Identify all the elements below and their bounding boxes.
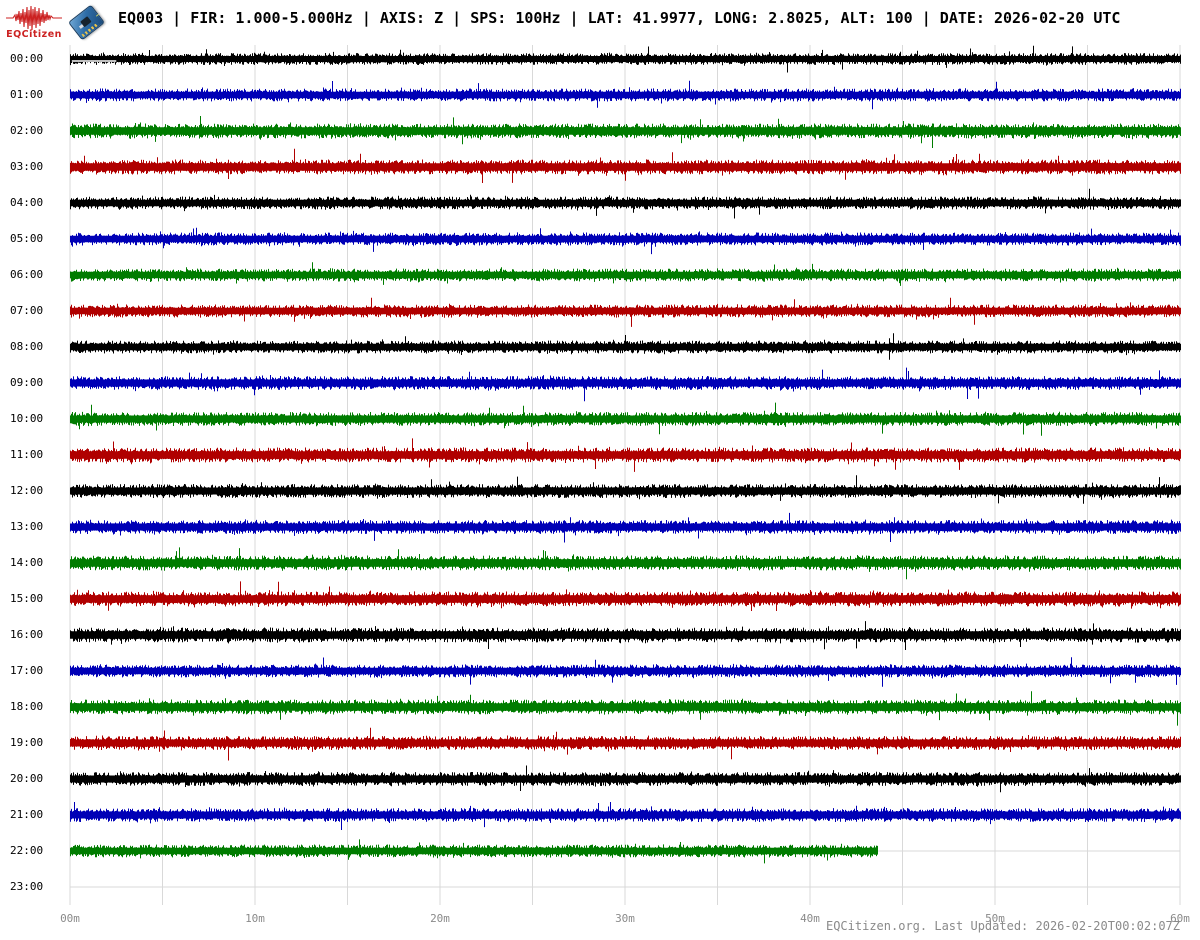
- station-title: EQ003 | FIR: 1.000-5.000Hz | AXIS: Z | S…: [118, 9, 1121, 27]
- seismo-trace-1300: [70, 512, 1181, 543]
- seismo-trace-1700: [70, 657, 1181, 687]
- hour-label-0700: 07:00: [10, 304, 44, 317]
- hour-label-0300: 03:00: [10, 160, 44, 173]
- seismo-trace-1200: [70, 475, 1181, 504]
- seismo-trace-2100: [70, 802, 1181, 830]
- footer-last-updated: EQCitizen.org. Last Updated: 2026-02-20T…: [825, 919, 1180, 933]
- hour-label-1800: 18:00: [10, 700, 44, 713]
- hour-label-1000: 10:00: [10, 412, 44, 425]
- seismo-trace-2000: [70, 765, 1181, 793]
- hour-label-2000: 20:00: [10, 772, 44, 785]
- hour-label-1500: 15:00: [10, 592, 44, 605]
- seismo-trace-1900: [70, 727, 1181, 761]
- seismo-trace-0600: [70, 262, 1181, 286]
- seismo-trace-1800: [70, 691, 1181, 726]
- seismo-trace-1000: [70, 402, 1181, 436]
- hour-label-2100: 21:00: [10, 808, 44, 821]
- seismo-trace-0900: [70, 367, 1181, 402]
- logo-wordmark: EQCitizen: [6, 29, 62, 40]
- hour-label-0000: 00:00: [10, 52, 44, 65]
- hour-label-1100: 11:00: [10, 448, 44, 461]
- hour-label-0600: 06:00: [10, 268, 44, 281]
- hour-label-0900: 09:00: [10, 376, 44, 389]
- x-tick-label-60m: 60m: [1170, 912, 1190, 925]
- hour-label-1300: 13:00: [10, 520, 44, 533]
- hour-label-1600: 16:00: [10, 628, 44, 641]
- hour-label-0500: 05:00: [10, 232, 44, 245]
- hour-label-2200: 22:00: [10, 844, 44, 857]
- hour-label-0800: 08:00: [10, 340, 44, 353]
- eqcitizen-logo-icon: EQCitizen: [4, 5, 64, 43]
- seismo-trace-1500: [70, 581, 1181, 611]
- hour-label-0100: 01:00: [10, 88, 44, 101]
- hour-label-1400: 14:00: [10, 556, 44, 569]
- x-tick-label-50m: 50m: [985, 912, 1005, 925]
- seismo-trace-1100: [70, 438, 1181, 472]
- seismo-trace-0500: [70, 227, 1181, 255]
- x-tick-label-00m: 00m: [60, 912, 80, 925]
- seismo-trace-0000: [70, 45, 1181, 73]
- hour-label-1700: 17:00: [10, 664, 44, 677]
- seismo-trace-2200: [70, 839, 878, 864]
- seismo-trace-0200: [70, 116, 1181, 148]
- hour-label-1900: 19:00: [10, 736, 44, 749]
- x-tick-label-40m: 40m: [800, 912, 820, 925]
- hour-label-2300: 23:00: [10, 880, 44, 893]
- seismo-trace-0700: [70, 297, 1181, 327]
- x-tick-label-10m: 10m: [245, 912, 265, 925]
- seismo-trace-1600: [70, 621, 1181, 650]
- x-tick-label-20m: 20m: [430, 912, 450, 925]
- seismo-trace-1400: [70, 547, 1181, 580]
- hour-label-0200: 02:00: [10, 124, 44, 137]
- seismo-trace-0800: [70, 333, 1181, 360]
- seismic-waveform-icon: [6, 5, 62, 31]
- seismo-trace-0100: [70, 80, 1181, 110]
- seismo-trace-0300: [70, 148, 1181, 183]
- seismo-trace-0400: [70, 188, 1181, 219]
- hour-label-1200: 12:00: [10, 484, 44, 497]
- x-tick-label-30m: 30m: [615, 912, 635, 925]
- hour-label-0400: 04:00: [10, 196, 44, 209]
